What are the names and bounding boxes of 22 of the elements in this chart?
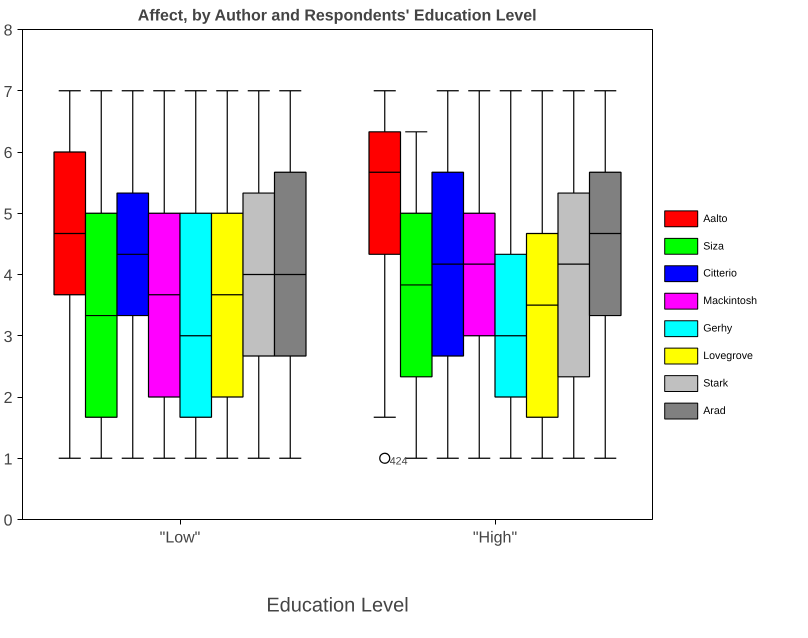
legend-label: Siza (703, 240, 724, 252)
y-tick-label: 4 (4, 268, 13, 284)
chart-title: Affect, by Author and Respondents' Education Level (138, 8, 537, 24)
y-tick-label: 0 (4, 512, 13, 530)
x-tick-label: "High" (472, 530, 518, 546)
y-tick-label: 1 (4, 451, 13, 468)
legend-label: Lovegrove (703, 350, 754, 362)
annotation: 424 (390, 455, 408, 468)
legend-label: Stark (703, 378, 729, 390)
y-tick-label: 2 (4, 390, 13, 407)
y-tick-label: 8 (4, 22, 13, 40)
y-tick-label: 5 (4, 206, 13, 224)
x-tick-label: "Low" (160, 530, 200, 546)
legend-label: Aalto (703, 212, 728, 225)
y-tick-label: 6 (4, 145, 13, 162)
y-tick-label: 7 (4, 84, 13, 101)
legend-label: Mackintosh (703, 295, 758, 308)
x-axis-title: Education Level (266, 594, 409, 616)
y-tick-label: 3 (4, 328, 13, 346)
legend-label: Gerhy (703, 322, 733, 335)
legend-label: Arad (703, 405, 726, 418)
legend-label: Citterio (703, 268, 738, 280)
